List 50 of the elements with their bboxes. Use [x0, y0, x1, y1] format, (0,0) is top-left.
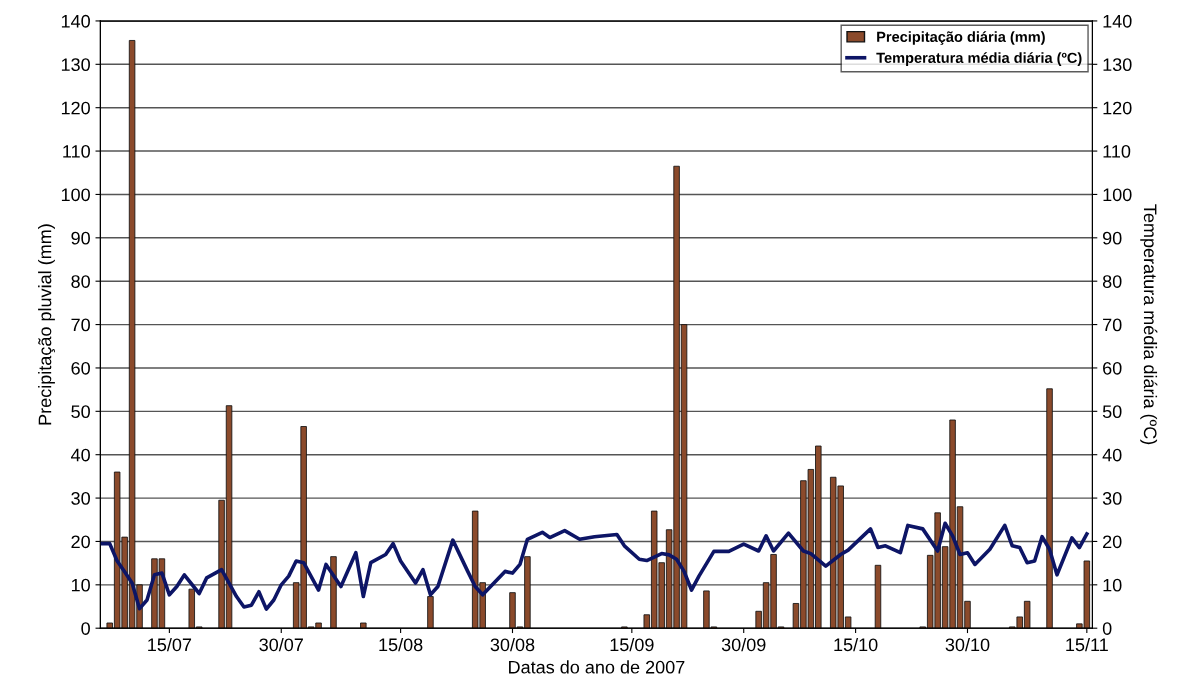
- y2-tick-label: 50: [1102, 405, 1122, 419]
- bar: [360, 622, 367, 629]
- y2-tick-label: 100: [1103, 188, 1132, 202]
- y2-tick-label: 130: [1103, 58, 1132, 72]
- x-tick-label: 30/10: [945, 637, 990, 652]
- y-tick-label: 100: [61, 188, 90, 202]
- y-tick-label: 140: [61, 14, 90, 28]
- y-tick-label: 60: [71, 361, 90, 375]
- y2-tick-label: 40: [1102, 448, 1122, 462]
- y2-tick-label: 20: [1103, 535, 1122, 549]
- y-tick-label: 130: [61, 58, 90, 72]
- y-tick-label: 50: [71, 405, 90, 419]
- x-tick-label: 15/10: [834, 637, 878, 652]
- x-tick-label: 30/09: [721, 637, 766, 652]
- y-tick-label: 30: [71, 492, 90, 505]
- x-tick-label: 15/07: [148, 637, 192, 652]
- y2-tick-label: 70: [1103, 318, 1122, 332]
- legend-label: Precipitação diária (mm): [877, 31, 1045, 45]
- y-tick-label: 20: [71, 535, 90, 549]
- y2-tick-label: 140: [1103, 14, 1132, 28]
- y-tick-label: 0: [81, 622, 90, 635]
- bar: [330, 556, 337, 629]
- y2-tick-label: 0: [1102, 622, 1112, 635]
- bar: [427, 596, 434, 629]
- y-tick-label: 90: [71, 231, 90, 245]
- x-tick-label: 15/08: [379, 637, 423, 652]
- y-tick-label: 110: [63, 145, 90, 158]
- bar: [874, 564, 882, 629]
- y2-tick-label: 90: [1102, 231, 1122, 245]
- y-tick-label: 10: [71, 578, 90, 592]
- x-tick-label: 15/11: [1066, 637, 1108, 652]
- bar: [1046, 388, 1053, 629]
- y2-axis-title: Temperatura média diária (ºC): [1140, 204, 1158, 445]
- y-tick-label: 120: [61, 101, 90, 115]
- y-tick-label: 70: [71, 318, 90, 332]
- y2-tick-label: 60: [1103, 361, 1122, 375]
- y-tick-label: 80: [71, 275, 90, 288]
- y2-tick-label: 110: [1103, 145, 1131, 158]
- x-tick-label: 30/08: [490, 637, 535, 652]
- y2-tick-label: 10: [1103, 578, 1122, 592]
- x-tick-label: 30/07: [259, 637, 303, 652]
- y-tick-label: 40: [71, 448, 90, 462]
- y-axis-title: Precipitação pluvial (mm): [38, 224, 55, 425]
- y2-tick-label: 30: [1102, 492, 1122, 505]
- legend-label: Temperatura média diária (ºC): [876, 52, 1082, 66]
- y2-tick-label: 120: [1103, 101, 1132, 115]
- x-tick-label: 15/09: [610, 637, 654, 652]
- line-series: [100, 521, 1089, 611]
- y2-tick-label: 80: [1102, 275, 1122, 288]
- x-axis-title: Datas do ano de 2007: [509, 660, 685, 674]
